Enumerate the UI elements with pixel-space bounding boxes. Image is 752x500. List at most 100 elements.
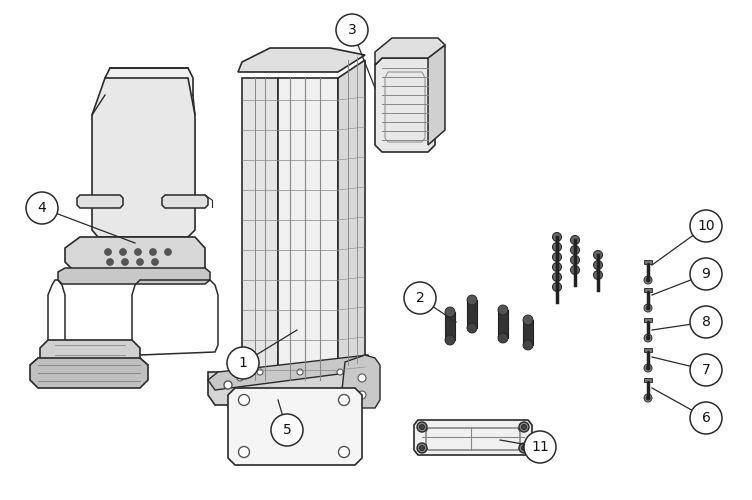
Polygon shape	[265, 390, 295, 412]
Circle shape	[417, 422, 427, 432]
Circle shape	[297, 369, 303, 375]
Circle shape	[519, 443, 529, 453]
Text: 2: 2	[416, 291, 424, 305]
Text: 4: 4	[38, 201, 47, 215]
Circle shape	[690, 402, 722, 434]
Circle shape	[417, 443, 427, 453]
Polygon shape	[40, 340, 140, 368]
Circle shape	[690, 210, 722, 242]
Circle shape	[257, 369, 263, 375]
Circle shape	[644, 276, 652, 284]
Circle shape	[241, 391, 249, 399]
Circle shape	[690, 354, 722, 386]
Polygon shape	[445, 312, 455, 340]
Circle shape	[553, 232, 562, 241]
Circle shape	[105, 248, 111, 256]
Text: 1: 1	[238, 356, 247, 370]
Circle shape	[420, 446, 424, 450]
Circle shape	[519, 422, 529, 432]
Text: 9: 9	[702, 267, 711, 281]
Circle shape	[690, 258, 722, 290]
Text: 5: 5	[283, 423, 291, 437]
Circle shape	[571, 266, 580, 274]
Text: 6: 6	[702, 411, 711, 425]
Polygon shape	[342, 355, 380, 408]
Polygon shape	[30, 358, 148, 388]
Polygon shape	[105, 68, 193, 100]
Circle shape	[276, 396, 284, 404]
Circle shape	[445, 307, 455, 317]
Circle shape	[122, 258, 129, 266]
Circle shape	[351, 371, 359, 379]
Circle shape	[644, 334, 652, 342]
Circle shape	[646, 396, 650, 400]
Circle shape	[336, 14, 368, 46]
Circle shape	[690, 306, 722, 338]
Circle shape	[165, 248, 171, 256]
Circle shape	[271, 414, 303, 446]
Polygon shape	[228, 388, 362, 465]
Polygon shape	[644, 318, 652, 322]
Circle shape	[107, 258, 114, 266]
Polygon shape	[162, 195, 208, 208]
Circle shape	[137, 258, 144, 266]
Polygon shape	[58, 268, 210, 284]
Circle shape	[644, 304, 652, 312]
Polygon shape	[208, 355, 370, 390]
Circle shape	[135, 248, 141, 256]
Polygon shape	[375, 58, 435, 152]
Polygon shape	[414, 420, 532, 455]
Polygon shape	[65, 237, 205, 272]
Polygon shape	[523, 320, 533, 345]
Circle shape	[498, 305, 508, 315]
Circle shape	[404, 282, 436, 314]
Text: 10: 10	[697, 219, 715, 233]
Circle shape	[26, 192, 58, 224]
Circle shape	[644, 364, 652, 372]
Text: 3: 3	[347, 23, 356, 37]
Circle shape	[338, 394, 350, 406]
Circle shape	[338, 446, 350, 458]
Circle shape	[593, 260, 602, 270]
Polygon shape	[242, 78, 278, 380]
Circle shape	[224, 381, 232, 389]
Circle shape	[646, 366, 650, 370]
Polygon shape	[467, 300, 477, 328]
Polygon shape	[644, 288, 652, 292]
Circle shape	[238, 394, 250, 406]
Circle shape	[646, 278, 650, 282]
Circle shape	[523, 315, 533, 325]
Circle shape	[337, 369, 343, 375]
Circle shape	[571, 246, 580, 254]
Polygon shape	[644, 378, 652, 382]
Polygon shape	[644, 260, 652, 264]
Circle shape	[237, 375, 243, 381]
Circle shape	[120, 248, 126, 256]
Polygon shape	[238, 48, 365, 72]
Polygon shape	[338, 60, 365, 380]
Circle shape	[646, 306, 650, 310]
Circle shape	[521, 424, 526, 430]
Circle shape	[593, 250, 602, 260]
Circle shape	[227, 347, 259, 379]
Circle shape	[238, 446, 250, 458]
Circle shape	[553, 282, 562, 292]
Text: 7: 7	[702, 363, 711, 377]
Circle shape	[524, 431, 556, 463]
Circle shape	[498, 333, 508, 343]
Polygon shape	[208, 355, 370, 405]
Circle shape	[646, 336, 650, 340]
Circle shape	[593, 270, 602, 280]
Circle shape	[467, 323, 477, 333]
Circle shape	[467, 295, 477, 305]
Polygon shape	[92, 78, 195, 237]
Circle shape	[523, 340, 533, 350]
Circle shape	[553, 262, 562, 272]
Text: 11: 11	[531, 440, 549, 454]
Circle shape	[445, 335, 455, 345]
Polygon shape	[375, 38, 445, 65]
Polygon shape	[278, 78, 338, 380]
Polygon shape	[428, 45, 445, 145]
Circle shape	[571, 236, 580, 244]
Circle shape	[521, 446, 526, 450]
